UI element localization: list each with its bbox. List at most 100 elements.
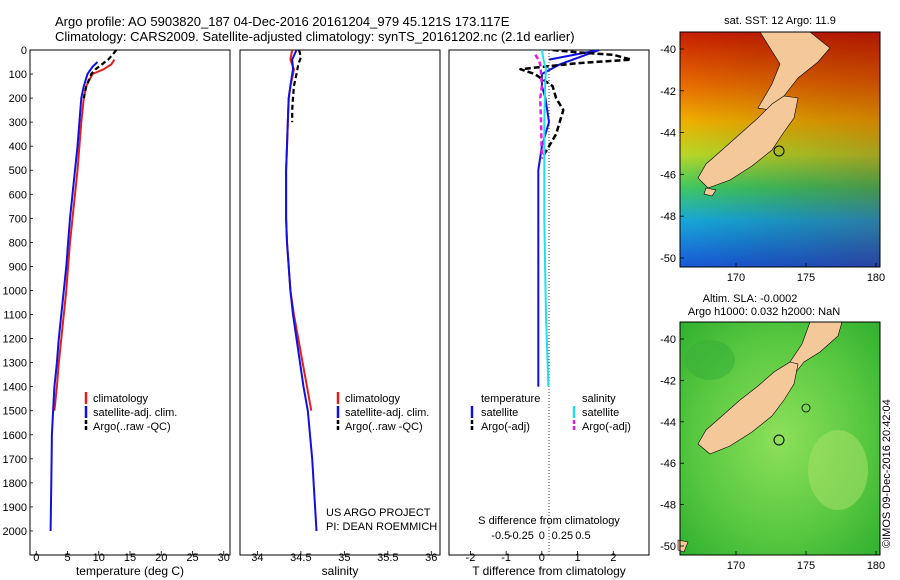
legend-label-t-satellite: satellite [481,407,518,419]
series-line-s-argo [534,54,544,159]
sla-map-anomaly [808,430,868,510]
temperature-x-axis: 0 5 10 15 20 25 30 [33,551,230,564]
depth-tick-label: 1200 [3,334,27,346]
depth-tick-label: 600 [9,189,27,201]
x-tick-label: 35 [338,552,350,564]
map-y-tick-label: -42 [660,375,676,387]
salinity-x-axis: 34 34.5 35 35.5 36 [251,551,437,564]
sla-map-feature [801,403,811,413]
sst-map-axes: 170 175 180 -40 -42 -44 -46 -48 -50 [660,44,885,284]
depth-tick-label: 1100 [3,310,27,322]
map-x-tick-label: 180 [867,560,885,572]
depth-tick-label: 1800 [3,478,27,490]
map-y-tick-label: -44 [660,128,676,140]
sst-map-frame [679,31,881,268]
temperature-legend: climatology satellite-adj. clim. Argo(..… [84,392,177,433]
legend-title-temperature: temperature [481,393,540,405]
depth-tick-label: 800 [9,237,27,249]
sla-map-profile-marker [773,434,785,446]
x-tick-label: 34.5 [290,552,311,564]
sla-map-land-north [789,321,843,373]
x-tick-label: 34 [251,552,263,564]
map-x-tick-label: 175 [797,560,815,572]
x-tick-label: 5 [64,552,70,564]
series-line-t-argo [519,50,633,159]
depth-tick-label: 400 [9,141,27,153]
temperature-x-label: temperature (deg C) [76,564,184,578]
sst-map-title: sat. SST: 12 Argo: 11.9 [724,15,836,27]
s-difference-x-label: S difference from climatology [478,515,620,527]
t-difference-x-label: T difference from climatology [472,564,626,578]
legend-label-satellite: satellite-adj. clim. [345,407,429,419]
salinity-panel: 34 34.5 35 35.5 36 climatology satellite-adj… [239,49,441,578]
legend-label-s-argo: Argo(-adj) [582,421,631,433]
x-tick-label: 0 [539,552,545,564]
s-tick-label: 0 [539,530,545,542]
sla-map-frame [679,321,881,556]
x-tick-label: -2 [466,552,476,564]
series-line-t-satellite [537,50,600,387]
series-line-argo [291,50,302,123]
x-tick-label: -1 [501,552,511,564]
sla-map-land-south [697,361,799,455]
depth-tick-label: 300 [9,117,27,129]
depth-tick-label: 1000 [3,285,27,297]
difference-lines [519,50,633,387]
sla-map-title-line2: Argo h1000: 0.032 h2000: NaN [688,306,840,318]
legend-label-t-argo: Argo(-adj) [481,421,530,433]
map-y-tick-label: -46 [660,169,676,181]
map-y-tick-label: -50 [660,541,676,553]
map-x-tick-label: 180 [867,272,885,284]
x-tick-label: 10 [93,552,105,564]
depth-tick-label: 1300 [3,358,27,370]
salinity-plot-frame [239,49,441,556]
s-tick-label: 0.5 [575,530,590,542]
s-tick-label: -0.5 [491,530,510,542]
series-line-s-satellite [540,50,550,387]
depth-tick-label: 1700 [3,454,27,466]
depth-tick-label: 200 [9,93,27,105]
depth-tick-label: 1400 [3,382,27,394]
legend-label-climatology: climatology [345,393,401,405]
map-y-tick-label: -50 [660,253,676,265]
map-y-tick-label: -40 [660,334,676,346]
depth-tick-label: 500 [9,165,27,177]
temperature-panel: 0100200300400500600700800900100011001200… [3,45,452,578]
depth-tick-label: 1900 [3,502,27,514]
sla-map-title-line1: Altim. SLA: -0.0002 [703,293,798,305]
x-tick-label: 0 [33,552,39,564]
series-line-satellite [285,50,318,532]
difference-x-axis: -2 -1 0 1 2 [466,551,616,564]
salinity-x-label: salinity [322,564,359,578]
x-tick-label: 35.5 [377,552,398,564]
legend-label-s-satellite: satellite [582,407,619,419]
x-tick-label: 20 [155,552,167,564]
difference-legend: temperature salinity satellite Argo(-adj… [470,393,631,433]
salinity-legend: climatology satellite-adj. clim. Argo(..… [336,392,429,433]
x-tick-label: 1 [575,552,581,564]
sst-map-land-island [703,187,717,197]
depth-tick-label: 1500 [3,406,27,418]
project-label: US ARGO PROJECT [326,507,431,519]
salinity-lines [285,50,318,532]
x-tick-label: 2 [610,552,616,564]
map-y-tick-label: -42 [660,86,676,98]
map-y-tick-label: -48 [660,211,676,223]
sst-map: sat. SST: 12 Argo: 11.9 170 175 180 -40 -42 -… [660,15,885,284]
legend-label-satellite: satellite-adj. clim. [93,407,177,419]
legend-label-argo: Argo(..raw -QC) [93,421,171,433]
map-x-tick-label: 170 [727,560,745,572]
depth-tick-label: 1600 [3,430,27,442]
sla-map-axes: 170 175 180 -40 -42 -44 -46 -48 -50 [660,334,885,572]
sst-map-profile-marker [773,145,785,157]
depth-axis: 0 100 200 300 400 500 600 700 800 900 1000 1100 1200… [3,45,452,538]
depth-tick-label: 100 [9,69,27,81]
map-x-tick-label: 170 [727,272,745,284]
difference-panel: -2 -1 0 1 2 temperature salinity satellite A… [448,49,650,578]
legend-label-argo: Argo(..raw -QC) [345,421,423,433]
sla-map: Altim. SLA: -0.0002 Argo h1000: 0.032 h2… [660,293,885,572]
x-tick-label: 36 [425,552,437,564]
map-y-tick-label: -40 [660,44,676,56]
map-y-tick-label: -46 [660,458,676,470]
